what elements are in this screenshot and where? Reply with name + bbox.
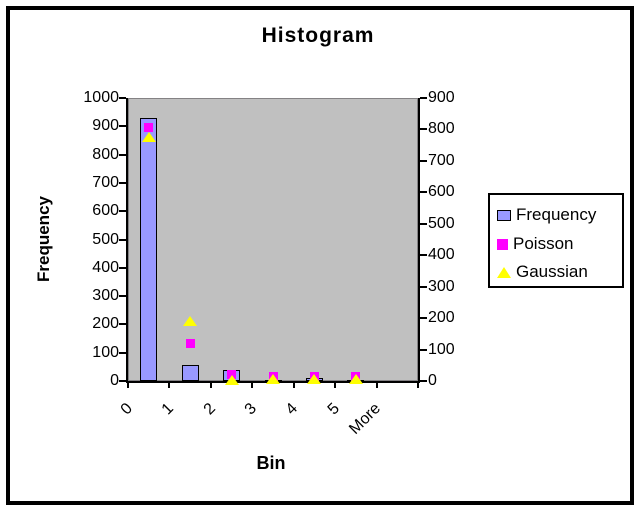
- legend-label: Frequency: [516, 205, 597, 224]
- x-axis-tick-mark: [417, 381, 419, 388]
- legend-item-poisson[interactable]: Poisson: [497, 235, 573, 253]
- left-axis-tick-label: 700: [92, 173, 119, 191]
- right-axis-tick-label: 800: [428, 120, 455, 138]
- gaussian-marker[interactable]: [266, 374, 280, 385]
- legend-label: Poisson: [513, 234, 574, 253]
- right-axis-tick-label: 200: [428, 309, 455, 327]
- left-axis-tick-mark: [119, 238, 126, 241]
- right-axis-tick-label: 700: [428, 151, 455, 169]
- left-axis-tick-label: 1000: [83, 89, 119, 106]
- right-axis-tick-mark: [420, 128, 427, 131]
- left-axis-tick-label: 100: [92, 343, 119, 361]
- legend[interactable]: Frequency Poisson Gaussian: [488, 193, 624, 288]
- left-y-axis-line: [126, 98, 128, 383]
- chart-title: Histogram: [261, 24, 375, 47]
- right-axis-tick-label: 300: [428, 277, 455, 295]
- x-axis-tick-mark: [168, 381, 171, 388]
- left-axis-tick-label: 400: [92, 258, 119, 276]
- legend-label: Gaussian: [516, 262, 588, 281]
- right-axis-tick-label: 400: [428, 246, 455, 264]
- legend-item-gaussian[interactable]: Gaussian: [497, 263, 588, 281]
- left-axis-tick-mark: [119, 153, 126, 156]
- x-axis-tick-mark: [209, 381, 212, 388]
- left-axis-tick-label: 0: [110, 372, 119, 389]
- right-axis-tick-mark: [420, 222, 427, 225]
- left-axis-tick-mark: [119, 323, 126, 326]
- left-axis-tick-mark: [119, 125, 126, 128]
- x-axis-title: Bin: [256, 453, 286, 473]
- left-axis-tick-mark: [119, 351, 126, 354]
- x-axis-tick-mark: [334, 381, 337, 388]
- right-axis-tick-mark: [420, 348, 427, 351]
- triangle-swatch-icon: [497, 266, 511, 278]
- gaussian-marker[interactable]: [348, 374, 363, 385]
- right-axis-tick-label: 900: [428, 89, 455, 106]
- right-axis-tick-mark: [420, 159, 427, 162]
- right-axis-tick-mark: [420, 380, 427, 382]
- left-axis-tick-label: 900: [92, 117, 119, 135]
- gaussian-marker[interactable]: [307, 374, 322, 385]
- bar-swatch-icon: [497, 209, 511, 221]
- right-axis-tick-mark: [420, 254, 427, 257]
- plot-area[interactable]: [128, 98, 418, 381]
- left-axis-tick-mark: [119, 181, 126, 184]
- right-y-axis-line: [418, 98, 420, 383]
- x-axis-tick-mark: [127, 381, 129, 388]
- left-axis-tick-label: 300: [92, 287, 119, 305]
- left-axis-tick-label: 800: [92, 145, 119, 163]
- right-axis-tick-label: 600: [428, 183, 455, 201]
- left-axis-tick-label: 500: [92, 230, 119, 248]
- gaussian-marker[interactable]: [224, 375, 239, 386]
- right-axis-tick-label: 500: [428, 214, 455, 232]
- x-axis-tick-mark: [375, 381, 378, 388]
- x-axis-tick-mark: [292, 381, 295, 388]
- right-axis-tick-label: 100: [428, 340, 455, 358]
- left-axis-tick-mark: [119, 97, 126, 99]
- gaussian-marker[interactable]: [141, 132, 156, 143]
- square-swatch-icon: [497, 238, 508, 250]
- left-axis-tick-mark: [119, 210, 126, 213]
- left-axis-tick-mark: [119, 295, 126, 298]
- legend-item-frequency[interactable]: Frequency: [497, 206, 596, 224]
- frequency-bar[interactable]: [181, 365, 199, 381]
- poisson-marker[interactable]: [144, 123, 154, 133]
- right-axis-tick-mark: [420, 191, 427, 194]
- left-axis-tick-mark: [119, 380, 126, 382]
- right-axis-tick-mark: [420, 285, 427, 288]
- right-axis-tick-mark: [420, 317, 427, 320]
- frequency-bar[interactable]: [140, 117, 158, 381]
- left-axis-tick-label: 200: [92, 315, 119, 333]
- right-axis-tick-label: 0: [428, 372, 437, 389]
- gaussian-marker[interactable]: [183, 316, 198, 327]
- poisson-marker[interactable]: [227, 369, 237, 379]
- left-axis-tick-mark: [119, 266, 126, 269]
- x-axis-tick-mark: [251, 381, 254, 388]
- right-axis-tick-mark: [420, 97, 427, 99]
- poisson-marker[interactable]: [185, 338, 195, 348]
- left-axis-tick-label: 600: [92, 202, 119, 220]
